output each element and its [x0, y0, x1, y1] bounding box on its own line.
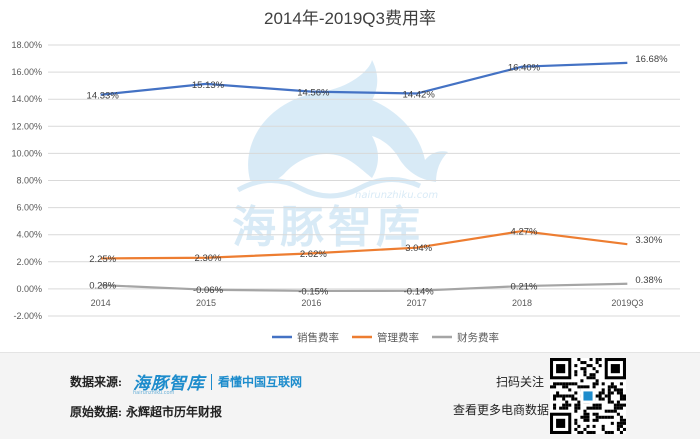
- footer: 数据来源: 海豚智库 看懂中国互联网 hairunzhiku.com 原始数据:…: [0, 352, 700, 439]
- source-logo: 海豚智库 看懂中国互联网: [133, 369, 302, 394]
- scan-follow-text: 扫码关注: [496, 375, 545, 389]
- legend-entry: 管理费率: [352, 331, 419, 344]
- data-label: 14.33%: [87, 91, 120, 102]
- chart-title: 2014年-2019Q3费用率: [264, 9, 436, 28]
- data-label: -0.15%: [298, 286, 329, 297]
- chart-area: hairunzhiku.com 海豚智库 2014年-2019Q3费用率 -2.…: [11, 9, 680, 344]
- data-label: 2.62%: [300, 249, 327, 260]
- data-label: 0.38%: [635, 275, 662, 286]
- y-tick-label: -2.00%: [13, 311, 42, 321]
- logo-slogan: 看懂中国互联网: [218, 375, 303, 389]
- gridlines: [48, 44, 680, 317]
- data-label: 2.30%: [195, 253, 222, 264]
- original-data-label: 原始数据:: [70, 405, 122, 419]
- watermark-url: hairunzhiku.com: [355, 190, 438, 201]
- y-tick-label: 18.00%: [11, 40, 42, 50]
- data-label: 2.25%: [89, 254, 116, 265]
- x-tick-label: 2017: [407, 298, 427, 308]
- x-tick-label: 2018: [512, 298, 532, 308]
- data-label: 3.30%: [635, 235, 662, 246]
- series-line: [100, 229, 628, 260]
- y-tick-label: 14.00%: [11, 94, 42, 104]
- y-tick-label: 2.00%: [16, 257, 42, 267]
- x-tick-label: 2016: [301, 298, 321, 308]
- watermark: hairunzhiku.com 海豚智库: [232, 60, 448, 253]
- data-label: -0.14%: [404, 286, 435, 297]
- x-tick-label: 2015: [196, 298, 216, 308]
- y-tick-label: 6.00%: [16, 203, 42, 213]
- dolphin-watermark-icon: [248, 60, 448, 183]
- data-label: 4.27%: [511, 227, 538, 238]
- y-axis-tick-labels: -2.00% 0.00% 2.00% 4.00% 6.00% 8.00% 10.00% 12.…: [11, 40, 42, 321]
- logo-name: 海豚智库: [133, 374, 205, 394]
- legend-label: 财务费率: [457, 331, 499, 344]
- y-tick-label: 16.00%: [11, 67, 42, 77]
- y-tick-label: 4.00%: [16, 230, 42, 240]
- data-label: 14.56%: [297, 88, 330, 99]
- legend-label: 销售费率: [297, 331, 339, 344]
- original-data-value: 永辉超市历年财报: [126, 405, 223, 419]
- qr-code-icon[interactable]: [550, 358, 626, 434]
- y-tick-label: 10.00%: [11, 148, 42, 158]
- series-lines: [100, 61, 628, 293]
- data-label: -0.06%: [193, 285, 224, 296]
- y-tick-label: 8.00%: [16, 176, 42, 186]
- logo-divider: [211, 373, 212, 390]
- more-data-text: 查看更多电商数据: [453, 403, 550, 417]
- series-line: [100, 282, 628, 293]
- line-chart: hairunzhiku.com 海豚智库 2014年-2019Q3费用率 -2.…: [11, 9, 680, 344]
- legend-label: 管理费率: [377, 331, 419, 344]
- logo-url: hairunzhiku.com: [133, 390, 175, 396]
- x-tick-label: 2014: [91, 298, 111, 308]
- data-label: 0.28%: [89, 281, 116, 292]
- data-label: 0.21%: [511, 282, 538, 293]
- data-label: 16.40%: [508, 63, 541, 74]
- data-label: 16.68%: [635, 54, 668, 65]
- x-tick-label: 2019Q3: [611, 298, 643, 308]
- series-line: [100, 61, 628, 96]
- watermark-name: 海豚智库: [232, 202, 424, 253]
- data-label: 15.13%: [192, 80, 225, 91]
- data-labels: 14.33% 15.13% 14.56% 14.42% 16.40% 16.68% 2.25…: [87, 54, 669, 298]
- legend: 销售费率 管理费率 财务费率: [272, 331, 499, 344]
- legend-entry: 销售费率: [272, 331, 339, 344]
- y-tick-label: 0.00%: [16, 284, 42, 294]
- source-label: 数据来源:: [70, 375, 122, 389]
- data-label: 14.42%: [403, 90, 436, 101]
- data-label: 3.04%: [405, 243, 432, 254]
- legend-entry: 财务费率: [432, 331, 499, 344]
- x-axis-tick-labels: 2014 2015 2016 2017 2018 2019Q3: [91, 298, 644, 308]
- y-tick-label: 12.00%: [11, 121, 42, 131]
